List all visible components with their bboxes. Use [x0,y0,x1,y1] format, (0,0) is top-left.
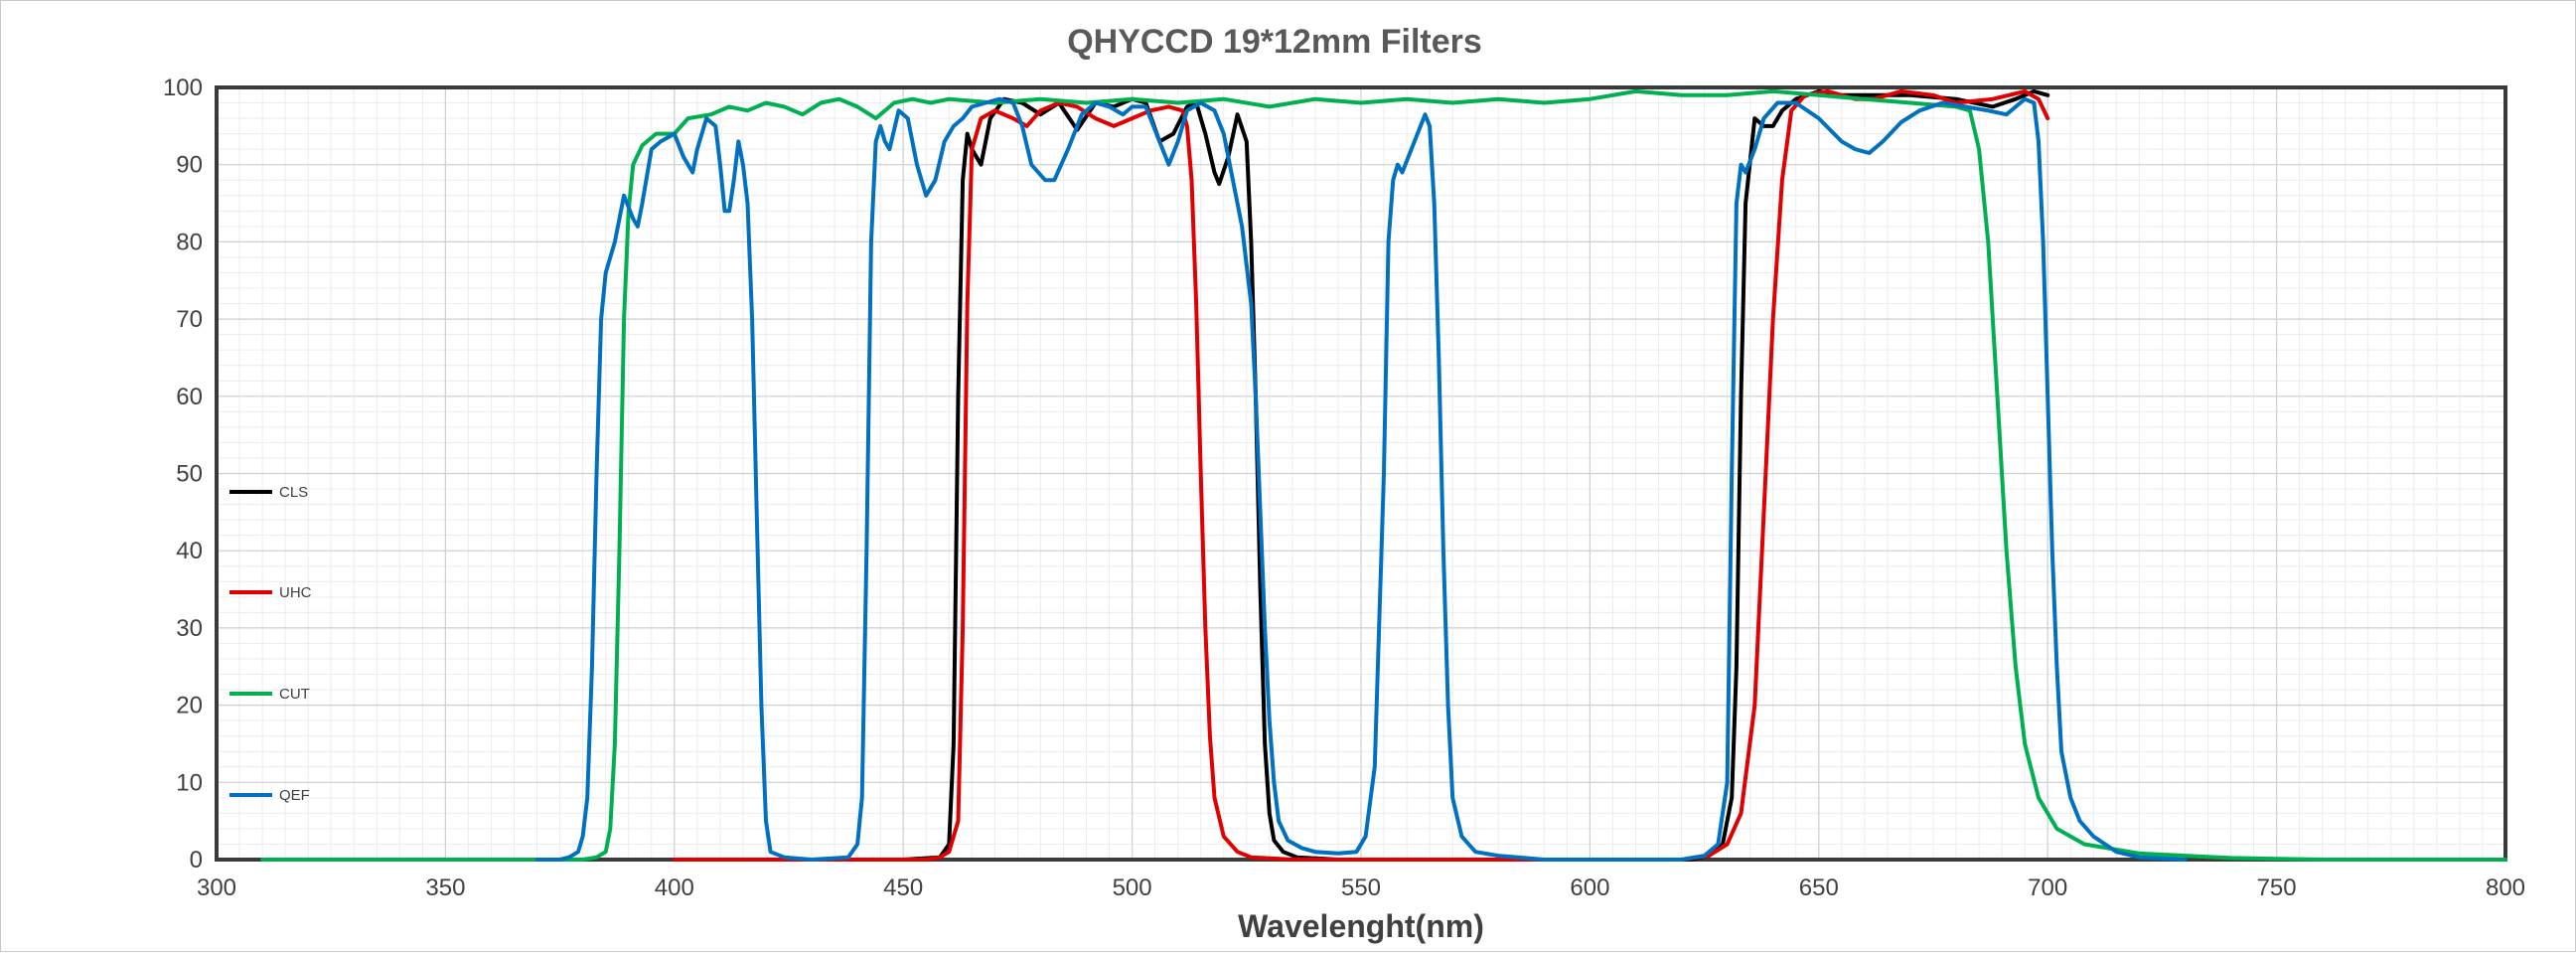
x-tick-label: 600 [1570,874,1609,901]
legend-label-cut: CUT [279,686,310,703]
y-tick-label: 90 [176,152,203,179]
x-tick-label: 650 [1799,874,1839,901]
x-tick-label: 350 [425,874,465,901]
x-tick-label: 300 [197,874,236,901]
legend-label-cls: CLS [279,484,308,501]
y-tick-label: 70 [176,306,203,333]
x-tick-label: 500 [1113,874,1152,901]
legend-label-qef: QEF [279,787,310,804]
y-tick-label: 40 [176,538,203,564]
legend-label-uhc: UHC [279,584,312,601]
x-tick-label: 450 [883,874,923,901]
series-line-cls [672,88,2050,862]
legend: CLS UHC CUT QEF [229,484,312,804]
series-lines [260,88,2507,862]
y-tick-label: 80 [176,229,203,255]
y-tick-label: 50 [176,461,203,488]
x-tick-label: 400 [655,874,694,901]
x-tick-label: 800 [2486,874,2525,901]
y-tick-label: 0 [190,847,203,874]
x-tick-label: 750 [2257,874,2297,901]
series-line-qef [534,96,2188,862]
y-tick-label: 60 [176,384,203,410]
y-tick-label: 100 [163,75,203,101]
series-line-uhc [672,88,2050,862]
y-tick-label: 20 [176,693,203,719]
x-axis-tick-labels: 300 350 400 450 500 550 600 650 700 750 800 [197,874,2525,901]
series-line-cut [260,88,2507,862]
y-axis-tick-labels: 0 10 20 30 40 50 60 70 80 90 100 [163,75,203,874]
x-axis-label: Wavelenght(nm) [1238,908,1484,944]
y-tick-label: 10 [176,769,203,796]
x-tick-label: 700 [2028,874,2067,901]
chart-title: QHYCCD 19*12mm Filters [1067,23,1482,61]
y-tick-label: 30 [176,615,203,642]
x-tick-label: 550 [1341,874,1381,901]
